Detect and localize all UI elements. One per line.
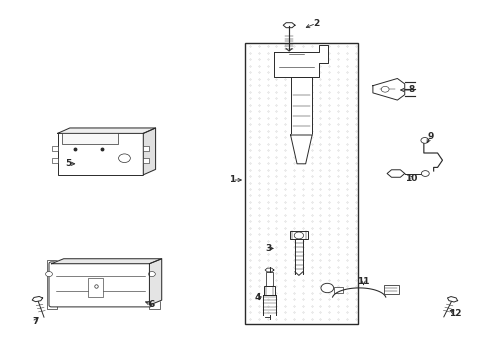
Polygon shape: [149, 259, 162, 305]
Bar: [245, 43, 358, 324]
Polygon shape: [447, 297, 458, 302]
Polygon shape: [58, 128, 156, 134]
Circle shape: [119, 154, 130, 163]
Polygon shape: [373, 78, 405, 100]
Text: 6: 6: [149, 300, 155, 309]
Circle shape: [321, 283, 334, 293]
Polygon shape: [387, 170, 405, 177]
Bar: [149, 260, 160, 309]
Text: 7: 7: [32, 317, 39, 325]
Bar: [264, 286, 275, 295]
Text: 5: 5: [66, 159, 72, 168]
Text: 3: 3: [266, 244, 271, 253]
Bar: [62, 134, 118, 144]
FancyBboxPatch shape: [49, 262, 152, 307]
Text: 1: 1: [229, 175, 235, 184]
Polygon shape: [143, 128, 156, 175]
Bar: [143, 158, 149, 163]
Polygon shape: [274, 45, 328, 77]
Text: 10: 10: [405, 174, 418, 183]
Text: 11: 11: [357, 277, 370, 286]
Polygon shape: [32, 296, 43, 302]
Circle shape: [381, 86, 389, 92]
Circle shape: [148, 271, 155, 276]
Text: 9: 9: [427, 132, 434, 141]
Text: 8: 8: [409, 85, 415, 94]
Circle shape: [421, 138, 429, 143]
Bar: [58, 134, 143, 175]
Bar: [52, 158, 58, 163]
Bar: [88, 278, 103, 297]
Bar: [143, 146, 149, 151]
Polygon shape: [283, 23, 295, 28]
Text: 4: 4: [254, 292, 261, 302]
Polygon shape: [51, 259, 162, 264]
Bar: [334, 287, 343, 293]
Polygon shape: [265, 268, 274, 272]
Bar: [291, 77, 312, 135]
Polygon shape: [291, 135, 312, 164]
Bar: [52, 146, 58, 151]
Bar: [47, 260, 57, 309]
Circle shape: [46, 271, 52, 276]
Bar: [266, 272, 273, 286]
Circle shape: [421, 171, 429, 176]
Bar: [384, 285, 399, 294]
Circle shape: [294, 232, 303, 239]
Text: 12: 12: [449, 309, 462, 318]
Bar: [290, 231, 308, 239]
Text: 2: 2: [313, 19, 319, 28]
